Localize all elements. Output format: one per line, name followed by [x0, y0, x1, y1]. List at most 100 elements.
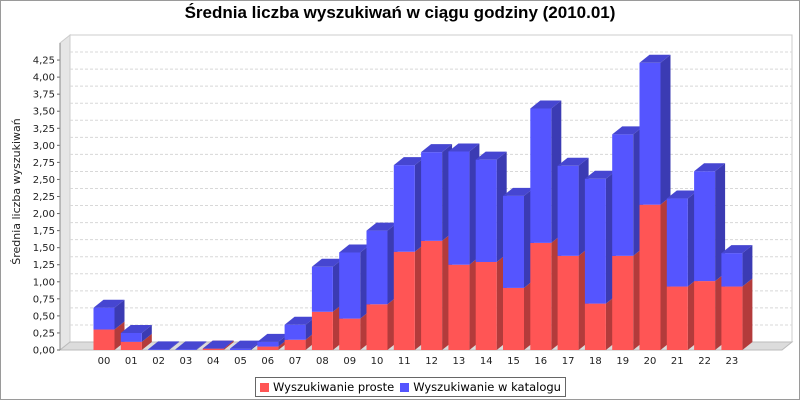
x-tick-label: 05 — [234, 356, 247, 367]
bar-18-catalog — [584, 178, 606, 304]
x-tick-label: 16 — [534, 356, 547, 367]
x-tick-label: 22 — [698, 356, 711, 367]
bar-06-catalog — [257, 341, 279, 347]
legend-label-simple: Wyszukiwanie proste — [273, 380, 395, 394]
legend-item-catalog: Wyszukiwanie w katalogu — [400, 380, 561, 394]
bar-01-simple — [120, 341, 142, 350]
x-tick-label: 07 — [289, 356, 302, 367]
bar-07-catalog — [284, 324, 306, 340]
x-tick-label: 08 — [316, 356, 329, 367]
bar-top-09 — [339, 244, 371, 253]
x-tick-label: 10 — [371, 356, 384, 367]
x-tick-label: 04 — [207, 356, 220, 367]
bar-side-01 — [141, 324, 152, 342]
bar-06-simple — [257, 346, 279, 350]
y-axis-label: Średnia liczba wyszukiwań — [10, 118, 23, 265]
bar-side-01 — [141, 333, 152, 350]
x-tick-label: 12 — [425, 356, 438, 367]
bar-top-23 — [721, 245, 753, 254]
bar-03-catalog — [175, 349, 197, 350]
bar-19-catalog — [612, 134, 634, 256]
y-tick-label: 3,00 — [33, 141, 55, 152]
y-tick-label: 0,75 — [33, 294, 55, 305]
bar-12-simple — [421, 240, 443, 350]
y-tick-label: 4,00 — [33, 73, 55, 84]
bar-01-catalog — [120, 332, 142, 342]
bar-side-23 — [742, 245, 753, 287]
bar-04-simple — [202, 348, 224, 350]
bar-top-16 — [530, 100, 562, 109]
y-tick-label: 2,75 — [33, 158, 55, 169]
y-tick-label: 1,75 — [33, 226, 55, 237]
bar-16-catalog — [530, 108, 552, 243]
bar-top-05 — [230, 340, 261, 349]
bar-top-14 — [475, 151, 507, 160]
x-tick-label: 19 — [616, 356, 629, 367]
bar-17-catalog — [557, 165, 579, 256]
x-tick-label: 17 — [562, 356, 575, 367]
bar-side-20 — [660, 54, 671, 205]
bar-side-03 — [196, 341, 207, 350]
bar-top-19 — [612, 126, 644, 135]
legend-swatch-catalog — [400, 382, 410, 392]
bar-side-22 — [715, 163, 726, 282]
y-tick-label: 1,50 — [33, 243, 55, 254]
bar-15-simple — [503, 287, 524, 350]
bar-top-01 — [120, 324, 152, 333]
x-tick-label: 03 — [180, 356, 193, 367]
bar-top-15 — [503, 187, 534, 196]
x-tick-label: 11 — [398, 356, 411, 367]
bar-17-simple — [557, 255, 579, 350]
bar-top-04 — [202, 340, 234, 349]
bar-09-catalog — [339, 252, 361, 319]
x-tick-label: 15 — [507, 356, 520, 367]
legend-swatch-simple — [260, 382, 269, 392]
bar-top-20 — [639, 54, 671, 63]
bar-00-catalog — [93, 307, 115, 330]
bar-top-03 — [175, 341, 207, 350]
bar-top-02 — [148, 341, 180, 350]
bar-10-simple — [366, 304, 388, 350]
bar-top-22 — [694, 163, 726, 172]
bar-top-17 — [557, 157, 589, 166]
legend-item-simple: Wyszukiwanie proste — [260, 380, 394, 394]
bar-top-21 — [666, 190, 698, 199]
bar-11-catalog — [393, 165, 415, 252]
bar-07-simple — [284, 339, 306, 350]
x-tick-label: 18 — [589, 356, 602, 367]
y-tick-label: 2,25 — [33, 192, 55, 203]
bar-20-catalog — [639, 62, 661, 205]
bar-top-06 — [257, 333, 289, 342]
x-tick-label: 14 — [480, 356, 493, 367]
legend: Wyszukiwanie proste Wyszukiwanie w katal… — [255, 377, 566, 397]
x-tick-label: 21 — [671, 356, 684, 367]
y-tick-label: 1,00 — [33, 277, 55, 288]
bar-08-simple — [311, 311, 333, 350]
x-tick-label: 09 — [343, 356, 356, 367]
x-tick-label: 06 — [261, 356, 274, 367]
bar-15-catalog — [503, 195, 524, 288]
bar-05-catalog — [230, 348, 251, 350]
plot-side-wall — [59, 33, 71, 352]
y-tick-label: 1,25 — [33, 260, 55, 271]
bar-22-simple — [694, 281, 716, 350]
bar-08-catalog — [311, 266, 333, 312]
bar-top-08 — [311, 258, 343, 267]
bar-13-catalog — [448, 151, 470, 265]
bar-10-catalog — [366, 230, 388, 305]
bar-09-simple — [339, 318, 361, 350]
bar-side-02 — [169, 341, 180, 350]
y-tick-label: 2,00 — [33, 209, 55, 220]
bar-19-simple — [612, 255, 634, 350]
bar-top-07 — [284, 316, 316, 325]
x-tick-label: 20 — [644, 356, 657, 367]
x-tick-label: 23 — [726, 356, 739, 367]
bar-00-simple — [93, 329, 115, 350]
y-tick-label: 3,25 — [33, 124, 55, 135]
bar-02-catalog — [148, 349, 170, 350]
legend-label-catalog: Wyszukiwanie w katalogu — [413, 380, 561, 394]
y-tick-label: 4,25 — [33, 56, 55, 67]
bar-top-10 — [366, 222, 398, 231]
bar-21-catalog — [666, 198, 688, 287]
x-tick-label: 02 — [152, 356, 165, 367]
